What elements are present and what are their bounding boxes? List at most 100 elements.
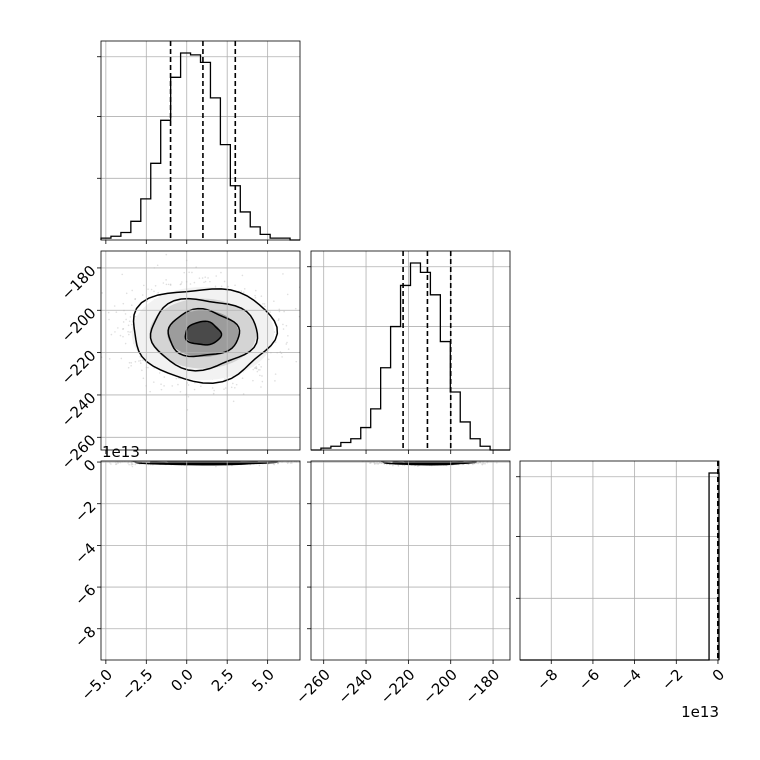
sample-point [190,458,192,460]
sample-point [175,377,178,380]
sample-point [127,366,130,369]
sample-point [148,459,150,461]
sample-point [440,458,442,460]
sample-point [404,459,406,461]
sample-point [200,385,202,387]
sample-point [205,457,207,459]
sample-point [147,366,149,369]
sample-point [421,458,423,460]
x-tick-label: −4 [616,666,644,694]
sample-point [417,459,419,461]
sample-point [477,462,479,465]
sample-point [269,311,271,313]
sample-point [181,281,183,283]
sample-point [424,459,426,461]
y-tick-label: −2 [71,498,99,526]
sample-point [165,283,168,286]
sample-point [412,458,414,460]
sample-point [195,458,197,460]
sample-point [274,373,277,375]
sample-point [264,305,266,308]
sample-point [189,458,191,460]
y-offset-label: 1e13 [102,443,140,461]
sample-point [150,288,153,291]
sample-point [175,459,177,461]
sample-point [134,298,136,301]
panel-frame [310,460,511,661]
sample-point [150,459,152,461]
sample-point [261,375,263,377]
sample-point [167,283,170,286]
sample-point [130,364,132,367]
sample-point [158,372,161,374]
sample-point [391,459,393,461]
sample-point [198,277,201,279]
sample-point [453,459,455,461]
sample-point [179,390,182,393]
sample-point [392,464,394,467]
y-tick-label: 0 [80,456,99,475]
sample-point [234,284,236,287]
sample-point [267,358,270,361]
sample-point [295,360,298,363]
sample-point [99,338,101,340]
sample-point [220,459,222,461]
sample-point [375,462,378,465]
sample-point [381,459,383,461]
sample-point [409,459,411,461]
sample-point [464,459,466,461]
sample-point [282,323,284,326]
sample-point [165,457,167,459]
contour-line [184,320,223,346]
sample-point [162,458,164,460]
sample-point [303,459,305,461]
sample-point [441,458,443,460]
sample-point [165,253,168,256]
x-tick-label: 0 [709,666,728,685]
sample-point [110,333,113,336]
sample-point [282,273,284,275]
sample-point [241,274,244,277]
sample-point [377,462,380,465]
sample-point [285,324,288,327]
sample-point [262,459,264,461]
sample-point [139,362,142,364]
sample-point [434,458,436,460]
sample-point [291,462,293,464]
sample-point [250,459,252,461]
sample-point [204,280,207,283]
panel-frame [100,40,301,241]
sample-point [454,459,456,461]
sample-point [141,369,143,372]
sample-point [422,459,424,461]
x-tick-label: −2.5 [118,666,156,704]
sample-point [380,462,383,465]
sample-point [243,288,246,290]
sample-point [433,459,435,461]
sample-point [121,273,124,276]
sample-point [168,459,170,461]
sample-point [406,459,408,461]
panel-frame [310,250,511,451]
sample-point [182,459,184,461]
x-tick-label: −2 [658,666,686,694]
sample-point [122,328,124,330]
sample-point [152,459,154,461]
sample-point [163,376,166,378]
sample-point [260,386,262,388]
x-offset-label: 1e13 [681,703,719,721]
sample-point [220,271,222,274]
x-tick-label: −220 [377,666,419,708]
sample-point [425,459,427,461]
sample-point [397,465,400,467]
sample-point [122,321,125,323]
sample-point [252,368,255,371]
sample-point [252,379,254,382]
contour-line [132,288,279,384]
sample-point [166,459,168,461]
sample-point [223,280,226,283]
sample-point [257,369,260,371]
panel-frame [100,250,301,451]
sample-point [149,390,151,393]
sample-point [131,463,134,466]
